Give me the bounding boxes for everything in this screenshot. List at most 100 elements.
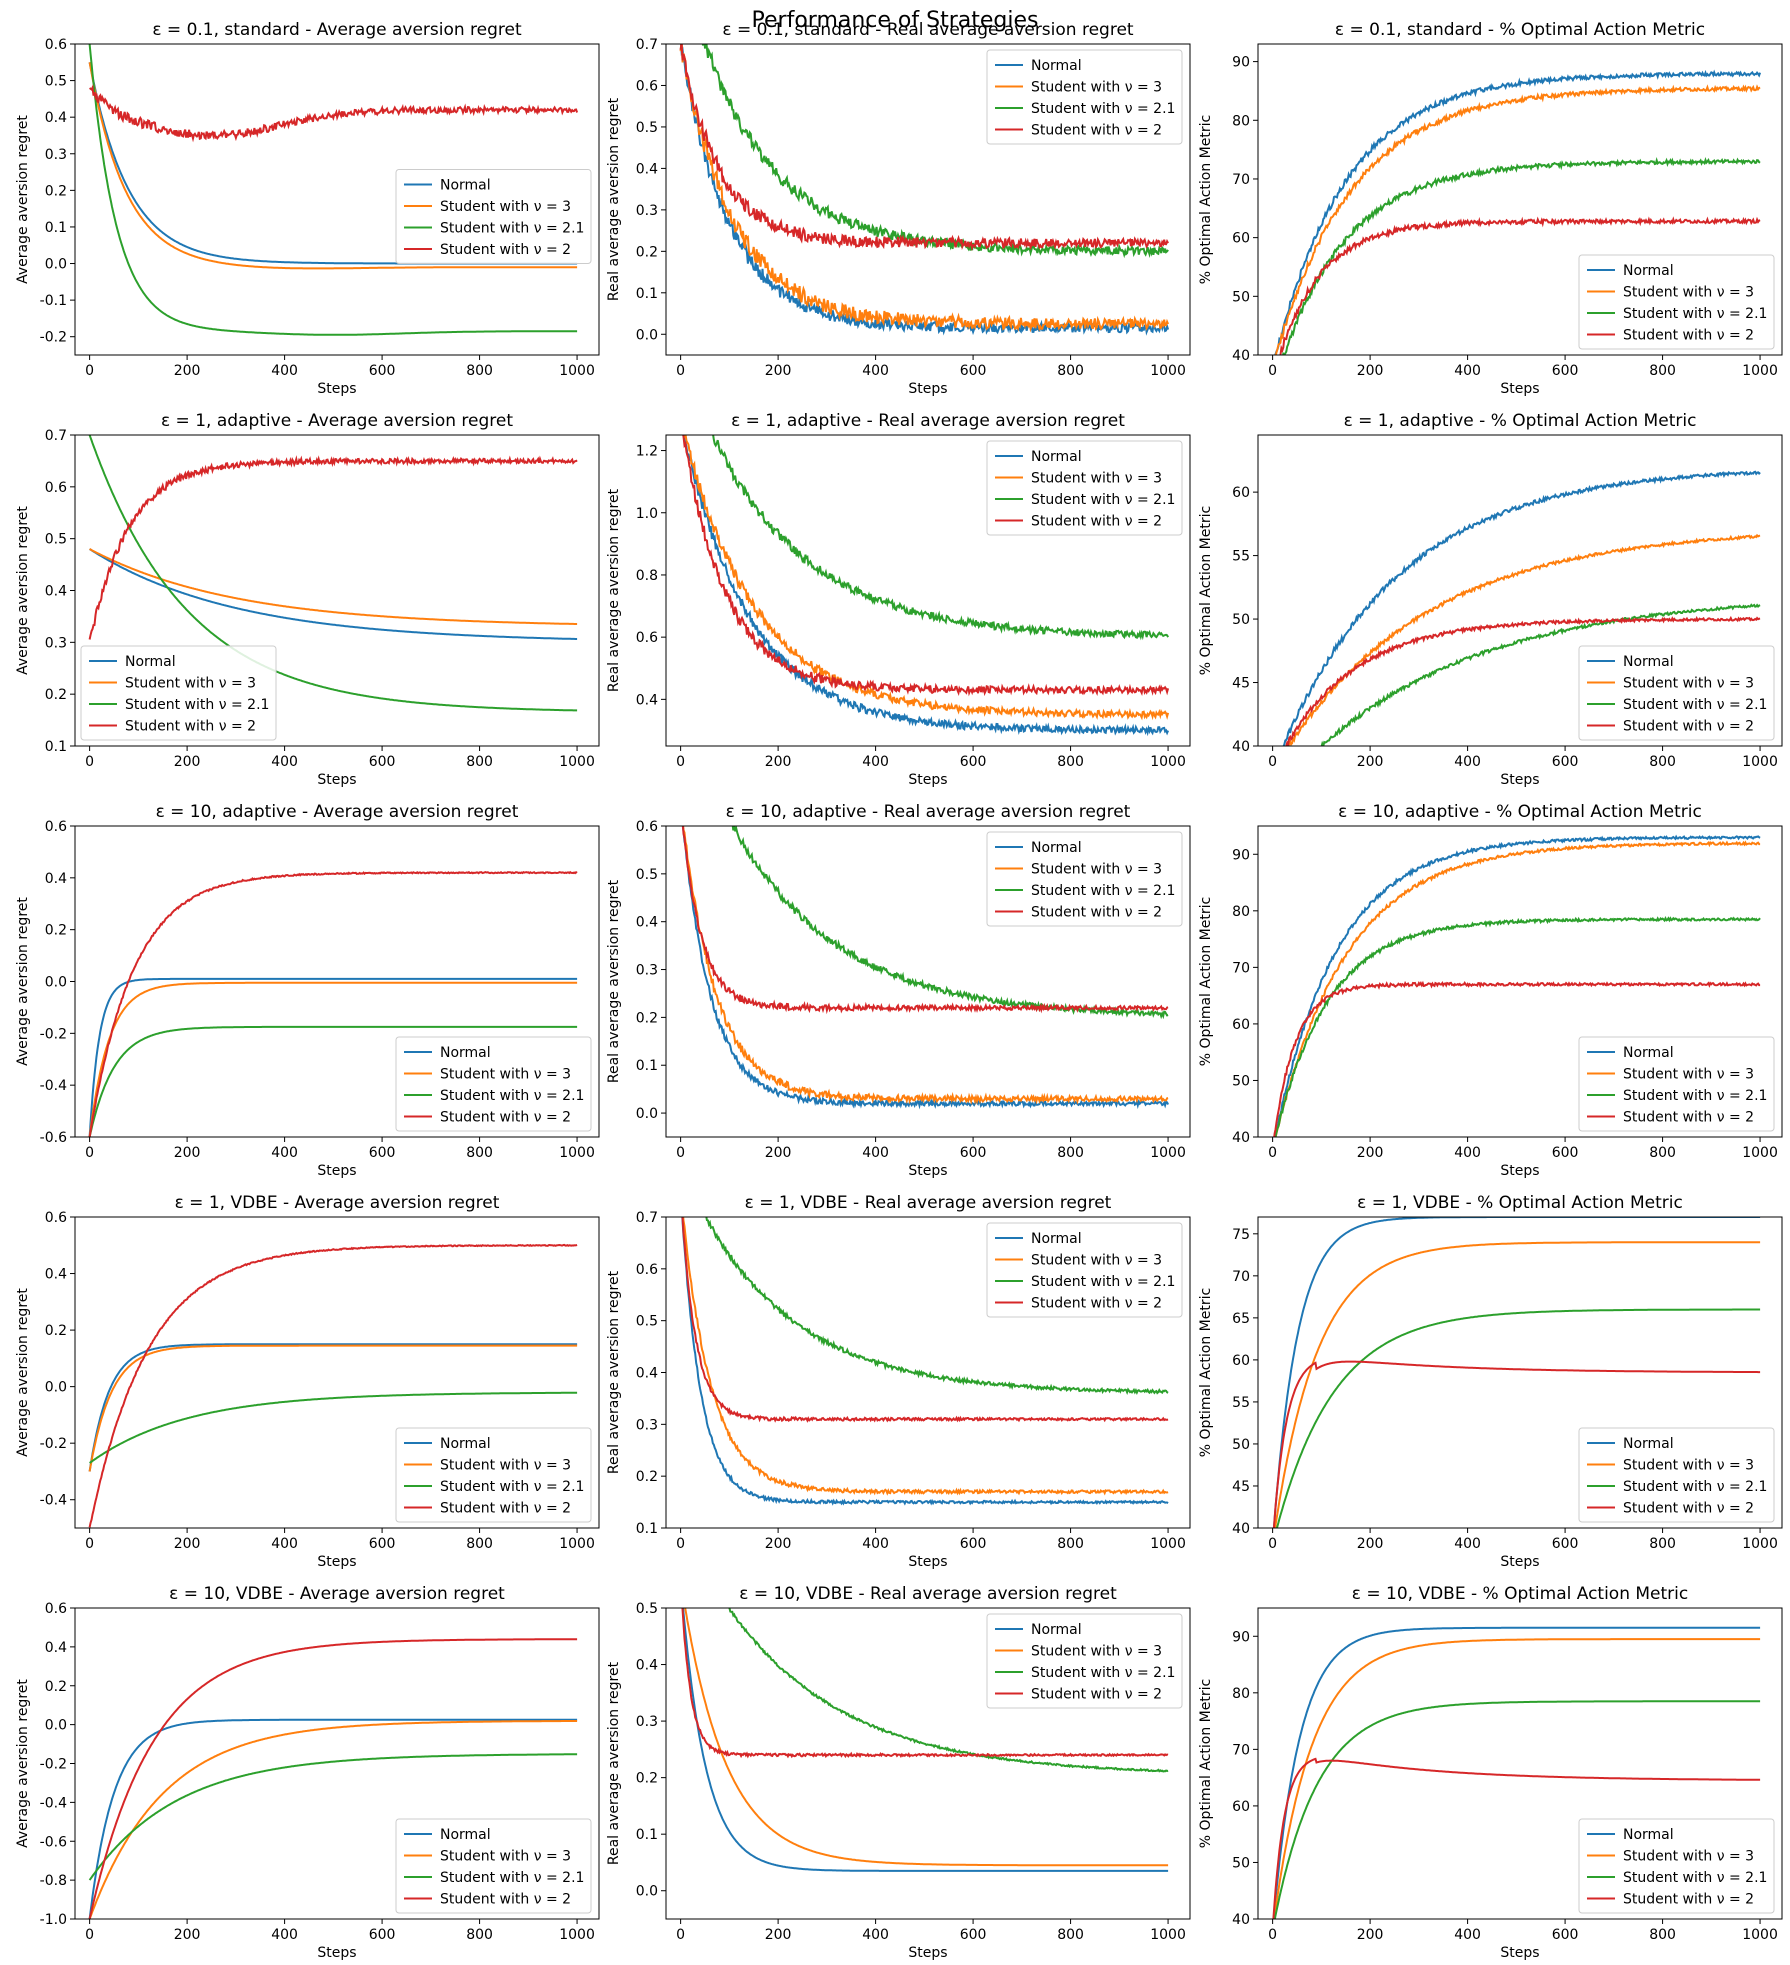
axes-frame — [1257, 1607, 1783, 1920]
legend-label: Student with ν = 2.1 — [1623, 306, 1767, 322]
series-line-student21 — [712, 435, 1169, 641]
series-line-student2 — [679, 44, 1169, 251]
series-line-student2 — [1279, 216, 1761, 355]
x-tick-label: 600 — [960, 1927, 987, 1943]
y-tick-label: 70 — [1232, 1742, 1250, 1758]
series-line-student3 — [684, 1608, 1169, 1867]
x-tick-label: 1000 — [1742, 754, 1778, 770]
x-tick-label: 0 — [1268, 1927, 1277, 1943]
legend-label: Student with ν = 3 — [440, 199, 571, 215]
x-tick-label: 800 — [1057, 363, 1084, 379]
y-tick-label: 0.4 — [636, 161, 658, 177]
legend-label: Student with ν = 2.1 — [1031, 492, 1175, 508]
y-tick-label: 40 — [1232, 1912, 1250, 1928]
y-tick-label: 0.0 — [45, 1718, 67, 1734]
legend: Normal Student with ν = 3 Student with ν =… — [395, 1427, 592, 1523]
axes-frame — [665, 825, 1191, 1138]
legend-label: Normal — [440, 1045, 491, 1061]
y-tick-label: 45 — [1232, 1479, 1250, 1495]
series-line-student3 — [88, 1344, 578, 1472]
legend-label: Student with ν = 2 — [1031, 123, 1162, 139]
series-line-normal — [681, 826, 1170, 1110]
axes-frame — [1257, 43, 1783, 356]
x-tick-label: 400 — [862, 1145, 889, 1161]
series-line-student3 — [682, 826, 1169, 1105]
legend: Normal Student with ν = 3 Student with ν =… — [986, 831, 1183, 927]
legend: Normal Student with ν = 3 Student with ν =… — [395, 1818, 592, 1914]
y-tick-label: 0.5 — [636, 867, 658, 883]
legend-label: Student with ν = 3 — [1031, 1644, 1162, 1660]
chart-panel: ε = 1, adaptive - Average aversion regre… — [15, 411, 600, 788]
axes-frame — [665, 434, 1191, 747]
x-tick-label: 600 — [369, 1536, 396, 1552]
legend-label: Student with ν = 3 — [1031, 471, 1162, 487]
x-tick-label: 400 — [1454, 1927, 1481, 1943]
series-line-normal — [681, 1217, 1169, 1506]
chart-panel: ε = 1, adaptive - % Optimal Action Metri… — [1198, 411, 1783, 788]
x-tick-label: 400 — [271, 754, 298, 770]
x-tick-label: 0 — [1268, 754, 1277, 770]
x-tick-label: 800 — [466, 1145, 493, 1161]
y-tick-label: 0.5 — [636, 1601, 658, 1617]
legend-label: Normal — [1623, 1436, 1674, 1452]
y-tick-label: 0.2 — [636, 1469, 658, 1485]
x-tick-label: 800 — [1057, 1536, 1084, 1552]
series-line-student21 — [1320, 603, 1761, 746]
x-axis-label: Steps — [317, 381, 356, 397]
y-tick-label: 0.2 — [45, 1323, 67, 1339]
axes-frame — [665, 43, 1191, 356]
legend-label: Student with ν = 3 — [1623, 1849, 1754, 1865]
y-tick-label: 0.3 — [636, 963, 658, 979]
y-axis-label: % Optimal Action Metric — [1198, 115, 1214, 284]
chart-title: ε = 0.1, standard - Average aversion reg… — [152, 20, 522, 40]
legend-label: Normal — [1623, 654, 1674, 670]
legend-label: Normal — [440, 1827, 491, 1843]
x-tick-label: 600 — [369, 754, 396, 770]
legend-label: Student with ν = 2.1 — [1623, 1479, 1767, 1495]
y-tick-label: -0.1 — [40, 293, 67, 309]
y-tick-label: 0.1 — [45, 220, 67, 236]
y-tick-label: 40 — [1232, 348, 1250, 364]
x-tick-label: 200 — [1357, 363, 1384, 379]
chart-title: ε = 1, VDBE - % Optimal Action Metric — [1357, 1193, 1683, 1213]
x-tick-label: 600 — [369, 1145, 396, 1161]
legend-label: Student with ν = 3 — [1031, 1253, 1162, 1269]
legend: Normal Student with ν = 3 Student with ν =… — [1578, 1036, 1775, 1132]
series-line-student2 — [681, 1608, 1169, 1759]
legend-label: Normal — [1623, 1827, 1674, 1843]
x-tick-label: 0 — [85, 1145, 94, 1161]
series-line-student2 — [1272, 1757, 1761, 1919]
legend-label: Student with ν = 3 — [1623, 676, 1754, 692]
y-tick-label: -0.2 — [40, 1026, 67, 1042]
y-tick-label: 0.6 — [636, 78, 658, 94]
y-tick-label: 60 — [1232, 231, 1250, 247]
x-tick-label: 800 — [1649, 1927, 1676, 1943]
series-line-student21 — [701, 44, 1169, 259]
series-line-student21 — [89, 1391, 578, 1464]
series-line-normal — [1282, 470, 1761, 746]
series-line-normal — [1272, 1626, 1761, 1919]
series-line-student3 — [1274, 840, 1761, 1137]
series-line-student2 — [88, 1243, 578, 1528]
series-line-student2 — [1272, 1360, 1761, 1528]
x-tick-label: 0 — [676, 1145, 685, 1161]
series-line-student2 — [88, 455, 578, 640]
series-line-normal — [683, 435, 1170, 737]
y-tick-label: 0.2 — [636, 1010, 658, 1026]
x-tick-label: 800 — [466, 363, 493, 379]
chart-title: ε = 10, adaptive - % Optimal Action Metr… — [1338, 802, 1702, 822]
legend: Normal Student with ν = 3 Student with ν =… — [1578, 1427, 1775, 1523]
x-tick-label: 400 — [271, 1145, 298, 1161]
x-axis-label: Steps — [908, 1945, 947, 1961]
legend-label: Student with ν = 3 — [125, 676, 256, 692]
y-tick-label: -0.6 — [40, 1130, 67, 1146]
x-tick-label: 200 — [1357, 1536, 1384, 1552]
y-tick-label: 0.6 — [45, 37, 67, 53]
legend-label: Student with ν = 2.1 — [1031, 1274, 1175, 1290]
chart-title: ε = 10, VDBE - Average aversion regret — [169, 1584, 505, 1604]
x-tick-label: 600 — [369, 1927, 396, 1943]
series-line-student3 — [682, 1217, 1169, 1496]
y-axis-label: % Optimal Action Metric — [1198, 1288, 1214, 1457]
chart-title: ε = 1, adaptive - Average aversion regre… — [161, 411, 513, 431]
chart-panel: ε = 10, VDBE - Real average aversion reg… — [606, 1584, 1191, 1961]
